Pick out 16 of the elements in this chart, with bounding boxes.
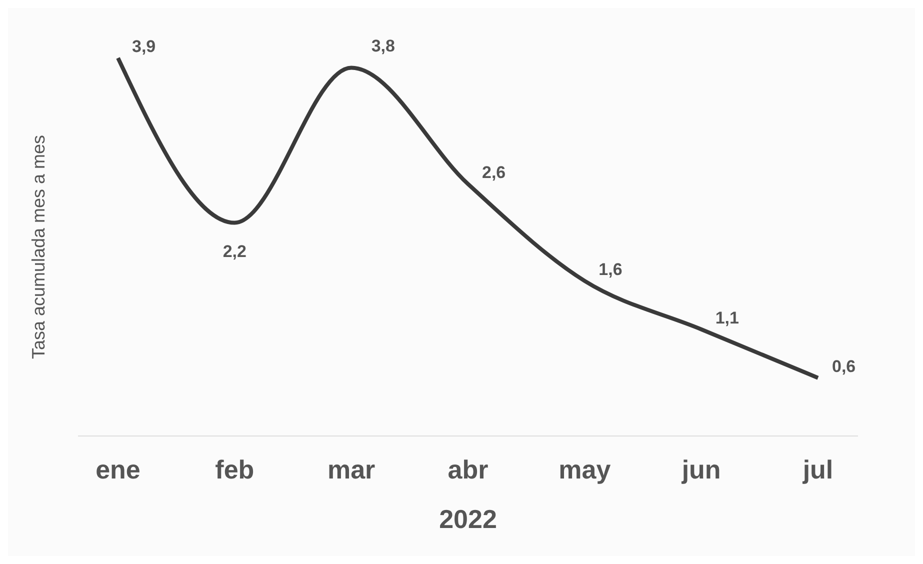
x-tick-label: abr — [448, 454, 488, 484]
x-tick-label: mar — [327, 454, 376, 484]
data-label: 2,2 — [222, 242, 246, 261]
x-tick-label: jun — [680, 454, 721, 484]
data-label: 0,6 — [832, 356, 856, 376]
x-tick-label: jul — [802, 454, 834, 484]
x-tick-label: may — [558, 454, 612, 484]
y-axis-title: Tasa acumulada mes a mes — [28, 134, 48, 360]
data-label: 1,6 — [598, 260, 622, 279]
data-label: 1,1 — [715, 308, 739, 328]
data-label: 2,6 — [482, 163, 506, 182]
x-tick-label: ene — [96, 454, 140, 484]
x-tick-label: feb — [215, 454, 254, 484]
data-label: 3,9 — [132, 37, 156, 56]
x-axis-title: 2022 — [439, 504, 497, 534]
data-label: 3,8 — [371, 36, 395, 56]
